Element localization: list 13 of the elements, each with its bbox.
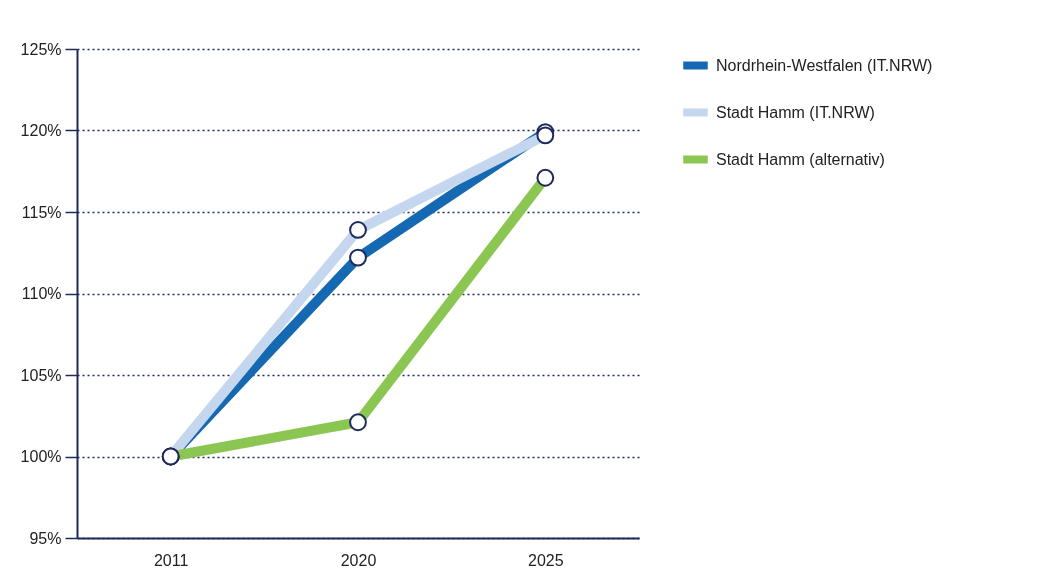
x-tick-label: 2020 bbox=[340, 551, 377, 569]
y-tick-label: 125% bbox=[20, 40, 62, 58]
x-tick-label: 2011 bbox=[153, 551, 189, 569]
y-tick-label: 115% bbox=[21, 203, 62, 221]
y-tick-label: 100% bbox=[20, 448, 62, 465]
legend-label: Nordrhein-Westfalen (IT.NRW) bbox=[716, 56, 933, 74]
legend-label: Stadt Hamm (alternativ) bbox=[716, 150, 885, 168]
x-tick-label: 2025 bbox=[528, 551, 564, 569]
legend-label: Stadt Hamm (IT.NRW) bbox=[716, 103, 875, 121]
y-tick-label: 120% bbox=[20, 122, 62, 139]
y-tick-label: 105% bbox=[20, 366, 62, 384]
y-tick-label: 110% bbox=[21, 285, 62, 302]
y-tick-label: 95% bbox=[29, 529, 62, 547]
